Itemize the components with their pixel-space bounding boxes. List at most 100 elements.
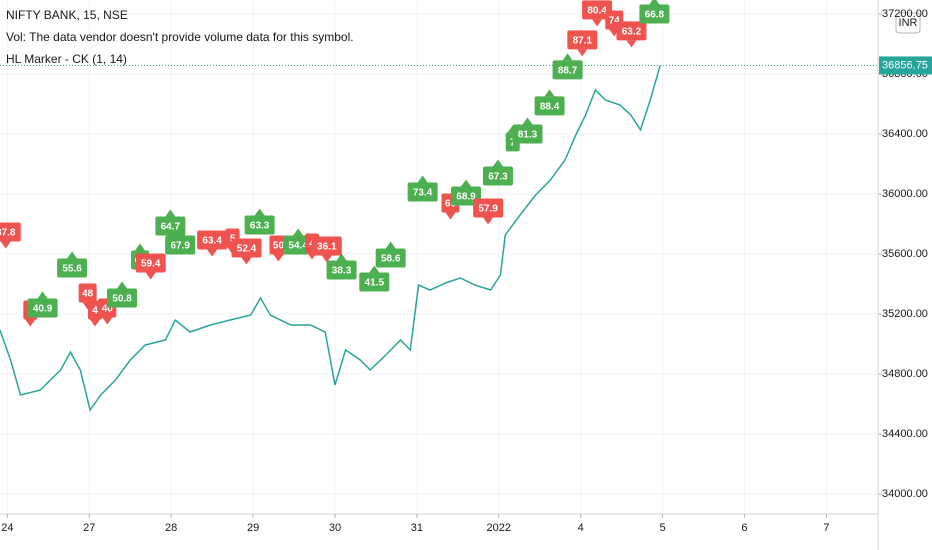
marker-box xyxy=(27,298,58,318)
marker-box xyxy=(78,283,97,303)
marker-box xyxy=(582,0,613,20)
marker-label: 59.4 xyxy=(141,259,161,270)
marker-box xyxy=(359,272,390,292)
marker-pointer xyxy=(369,265,380,273)
marker-box xyxy=(473,198,504,218)
x-tick-label: 29 xyxy=(247,522,259,534)
marker-label: 87.1 xyxy=(573,36,593,47)
marker-pointer xyxy=(207,249,218,257)
hl-marker: 88.4 xyxy=(534,89,565,116)
marker-box xyxy=(639,4,670,24)
hl-marker: 58.6 xyxy=(375,241,406,268)
marker-pointer xyxy=(25,319,36,327)
marker-pointer xyxy=(592,19,603,27)
marker-box xyxy=(107,288,138,308)
hl-marker: 67.9 xyxy=(165,228,196,255)
marker-label: 50.8 xyxy=(112,294,132,305)
marker-pointer xyxy=(492,159,503,167)
marker-pointer xyxy=(241,257,252,265)
marker-label: 74 xyxy=(609,16,621,27)
marker-pointer xyxy=(562,53,573,61)
hl-marker: 87.1 xyxy=(567,30,598,57)
marker-label: 54.4 xyxy=(288,241,308,252)
marker-pointer xyxy=(102,317,113,325)
marker-label: 38.3 xyxy=(332,266,352,277)
hl-marker: 67.3 xyxy=(482,159,513,186)
marker-pointer xyxy=(165,209,176,217)
y-tick-label: 35200.00 xyxy=(882,308,928,320)
hl-marker: 64.7 xyxy=(155,209,186,236)
last-price-box xyxy=(879,56,932,75)
marker-label: 66 xyxy=(445,199,457,210)
marker-pointer xyxy=(273,254,284,262)
x-tick-label: 6 xyxy=(741,522,747,534)
currency-label[interactable]: INR xyxy=(899,17,918,29)
marker-label: 41.5 xyxy=(365,278,385,289)
hl-marker: 63.4 xyxy=(197,230,228,257)
symbol-title: NIFTY BANK, 15, NSE xyxy=(6,8,128,22)
marker-label: 66.8 xyxy=(645,10,665,21)
hl-marker: 41.5 xyxy=(359,265,390,292)
marker-label: 40.9 xyxy=(33,304,53,315)
marker-box xyxy=(135,253,166,273)
currency-box[interactable] xyxy=(895,12,921,34)
y-tick-label: 36400.00 xyxy=(882,128,928,140)
marker-pointer xyxy=(135,243,146,251)
marker-label: 4 xyxy=(92,306,98,317)
hl-marker: 73.4 xyxy=(407,175,438,202)
marker-label: 63.2 xyxy=(622,27,642,38)
marker-box xyxy=(552,60,583,80)
marker-pointer xyxy=(175,228,186,236)
hl-marker: 63.2 xyxy=(616,21,647,48)
marker-label: 48 xyxy=(82,289,94,300)
hl-marker: 38.3 xyxy=(326,253,357,280)
y-tick-label: 34400.00 xyxy=(882,428,928,440)
marker-pointer xyxy=(321,255,332,263)
marker-pointer xyxy=(254,208,265,216)
plot: 37.855.6340.94844050.86359.464.767.963.4… xyxy=(0,0,878,412)
indicator-name: HL Marker - CK (1, 14) xyxy=(6,52,127,66)
grid xyxy=(0,0,878,514)
marker-pointer xyxy=(37,291,48,299)
marker-box xyxy=(567,30,598,50)
marker-label: 80.4 xyxy=(587,6,607,17)
marker-label: 68.9 xyxy=(456,192,476,203)
hl-marker: 59.4 xyxy=(135,253,166,280)
x-tick-label: 4 xyxy=(578,522,584,534)
marker-pointer xyxy=(544,89,555,97)
x-tick-label: 31 xyxy=(411,522,423,534)
x-tick-label: 27 xyxy=(83,522,95,534)
marker-label: 50 xyxy=(273,241,285,252)
volume-note: Vol: The data vendor doesn't provide vol… xyxy=(6,30,354,44)
marker-label: 81.3 xyxy=(518,130,538,141)
y-tick-label: 35600.00 xyxy=(882,248,928,260)
marker-label: 67.9 xyxy=(170,241,190,252)
marker-box xyxy=(244,215,275,235)
marker-pointer xyxy=(626,40,637,48)
marker-pointer xyxy=(145,272,156,280)
marker-pointer xyxy=(90,319,101,327)
marker-box xyxy=(269,235,288,255)
x-tick-label: 5 xyxy=(660,522,666,534)
marker-label: 52.4 xyxy=(237,244,257,255)
marker-box xyxy=(534,96,565,116)
hl-marker: 57.9 xyxy=(473,198,504,225)
marker-label: 7 xyxy=(510,138,516,149)
marker-label: 63.4 xyxy=(202,236,222,247)
hl-marker: 80.4 xyxy=(582,0,613,27)
x-tick-label: 7 xyxy=(823,522,829,534)
marker-pointer xyxy=(0,241,11,249)
marker-pointer xyxy=(483,217,494,225)
marker-box xyxy=(197,230,228,250)
marker-label: 55.6 xyxy=(62,264,82,275)
marker-box xyxy=(231,238,262,258)
y-tick-label: 36000.00 xyxy=(882,188,928,200)
marker-pointer xyxy=(522,117,533,125)
marker-box xyxy=(155,216,186,236)
marker-box xyxy=(482,166,513,186)
hl-marker: 40.9 xyxy=(27,291,58,318)
marker-label: 37.8 xyxy=(0,228,16,239)
last-price-label: 36856.75 xyxy=(882,59,928,71)
